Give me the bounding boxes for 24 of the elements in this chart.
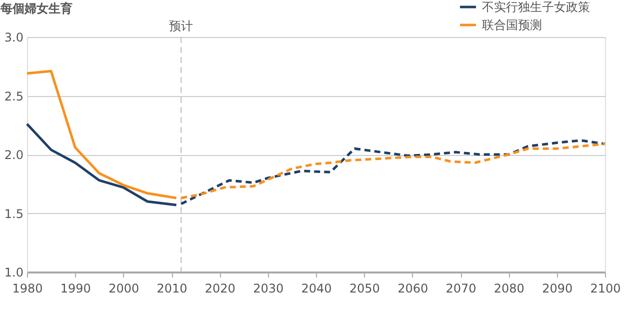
y-axis-title: 每個婦女生育	[0, 2, 72, 16]
x-tick-label: 2030	[253, 282, 284, 296]
x-tick-label: 2090	[542, 282, 573, 296]
x-tick-label: 2080	[494, 282, 524, 296]
x-tick-label: 2060	[398, 282, 428, 296]
x-tick-label: 2010	[156, 282, 188, 296]
y-tick-label: 2.5	[4, 89, 24, 104]
legend-label: 联合国预测	[482, 18, 542, 32]
x-tick-label: 2020	[204, 282, 236, 296]
line-series	[26, 122, 178, 206]
x-tick-label: 2040	[301, 282, 332, 296]
x-tick-label: 2000	[108, 282, 140, 296]
y-tick-label: 1.5	[4, 206, 24, 221]
ref-line-label: 预计	[169, 19, 194, 33]
x-tick-label: 2070	[446, 282, 476, 296]
y-tick-label: 2.0	[4, 148, 24, 162]
y-tick-label: 1.0	[4, 266, 24, 280]
y-tick-label: 3.0	[4, 30, 24, 44]
x-tick-label: 2100	[590, 282, 621, 296]
x-tick-label: 1990	[60, 282, 91, 296]
x-tick-label: 1980	[12, 282, 43, 296]
legend-label: 不实行独生子女政策	[482, 0, 590, 14]
x-tick-label: 2050	[349, 282, 380, 296]
line-series	[26, 70, 178, 200]
